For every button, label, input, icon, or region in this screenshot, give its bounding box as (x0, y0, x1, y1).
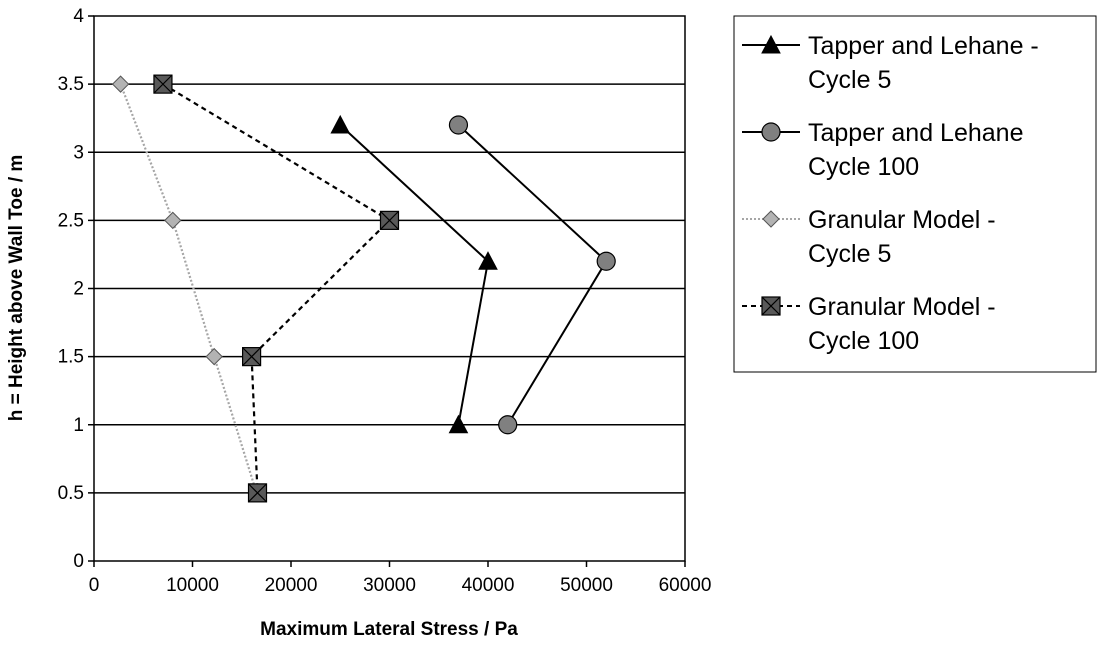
y-axis-title: h = Height above Wall Toe / m (6, 155, 27, 422)
y-tick-label-1: 0.5 (58, 483, 84, 504)
legend-entry-0-label-line-0: Tapper and Lehane - (808, 32, 1039, 60)
y-tick-label-0: 0 (73, 551, 84, 572)
series-1-point-2-shape (498, 415, 518, 435)
series-2-point-1 (164, 211, 182, 230)
legend-entry-2-marker (762, 210, 780, 228)
legend-entry-3: Granular Model - Cycle 100 (742, 293, 996, 355)
series-0-point-1-shape (478, 251, 498, 270)
x-tick-label-4: 40000 (462, 575, 515, 596)
legend-entry-1-label-line-1: Cycle 100 (808, 153, 919, 181)
series-0-point-1 (478, 251, 498, 270)
series-2-point-2-shape (205, 347, 223, 366)
legend-entry-3-label-line-1: Cycle 100 (808, 327, 919, 355)
legend-entry-3-marker-cross-b (761, 296, 781, 316)
legend-entry-2-marker-shape (762, 210, 780, 228)
series-3-line (162, 83, 392, 493)
x-tick-label-5: 50000 (560, 575, 613, 596)
legend-entry-1-label-line-0: Tapper and Lehane (808, 119, 1023, 147)
x-axis-title: Maximum Lateral Stress / Pa (260, 619, 518, 640)
legend-entry-1-marker (761, 122, 781, 142)
y-tick-label-2: 1 (73, 415, 84, 436)
legend-entry-1-marker-shape (761, 122, 781, 142)
legend-entry-2-label-line-0: Granular Model - (808, 206, 996, 234)
legend-entry-1: Tapper and Lehane Cycle 100 (742, 119, 1023, 181)
series-2-point-1-shape (164, 211, 182, 230)
legend-entry-0-label-line-1: Cycle 5 (808, 66, 891, 94)
legend-entry-0-marker-shape (761, 34, 781, 54)
legend-entry-0: Tapper and Lehane - Cycle 5 (742, 32, 1039, 94)
series-1-point-1-shape (596, 251, 616, 271)
legend-entry-3-label-line-0: Granular Model - (808, 293, 996, 321)
y-tick-label-5: 2.5 (58, 210, 84, 231)
series-1-point-1 (596, 251, 616, 271)
series-2-line (119, 83, 258, 494)
legend-box (733, 15, 1097, 373)
legend-entry-2: Granular Model - Cycle 5 (742, 206, 996, 268)
y-tick-label-7: 3.5 (58, 74, 84, 95)
series-1-line (457, 124, 608, 426)
series-0-point-2 (448, 414, 469, 434)
series-0-point-2-shape (448, 414, 469, 434)
series-1-point-0 (448, 115, 469, 135)
y-tick-label-6: 3 (73, 142, 84, 163)
series-3-point-0 (153, 74, 173, 94)
series-2-point-0 (111, 75, 130, 93)
y-tick-label-4: 2 (73, 279, 84, 300)
series-3-point-3 (247, 483, 268, 503)
x-tick-label-2: 20000 (265, 575, 318, 596)
legend-entry-3-marker (761, 296, 781, 316)
series-0-line (339, 124, 490, 425)
x-tick-label-3: 30000 (363, 575, 416, 596)
series-3-point-0-cross-b (153, 74, 173, 94)
series-1-point-0-shape (448, 115, 469, 135)
y-tick-label-8: 4 (73, 6, 84, 27)
series-3-point-3-cross-b (248, 483, 267, 503)
series-3 (153, 74, 400, 503)
gridlines (94, 83, 685, 494)
legend-entry-0-marker (761, 34, 781, 54)
series-layer (111, 74, 616, 503)
series-3-point-1-cross-b (380, 210, 399, 230)
x-tick-label-0: 0 (89, 575, 100, 596)
series-2-point-2 (205, 347, 223, 366)
axis-ticks: 0 0.5 1 1.5 2 2.5 3 3.5 4 0 10000 20000 30000 40000 50… (58, 6, 712, 596)
series-0-point-0 (330, 114, 351, 134)
series-3-point-1 (379, 210, 400, 230)
series-3-point-2 (242, 347, 262, 367)
legend-entry-2-label-line-1: Cycle 5 (808, 240, 891, 268)
series-0-point-0-shape (330, 114, 351, 134)
series-1-point-2 (498, 415, 518, 435)
y-tick-label-3: 1.5 (58, 347, 84, 368)
series-2-point-0-shape (111, 75, 130, 93)
series-1 (448, 115, 616, 435)
series-0 (330, 114, 498, 434)
x-tick-label-1: 10000 (166, 575, 219, 596)
x-tick-label-6: 60000 (659, 575, 712, 596)
series-3-point-2-cross-b (242, 347, 262, 367)
